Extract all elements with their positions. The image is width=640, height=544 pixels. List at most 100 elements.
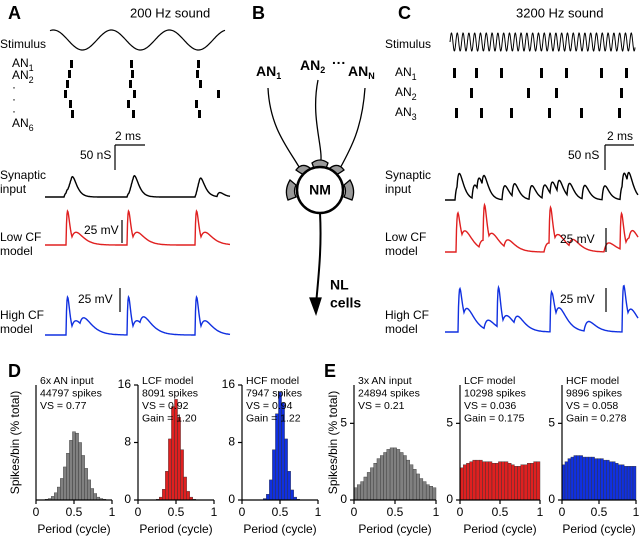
hist-bar xyxy=(485,461,490,501)
row-label: model xyxy=(0,322,33,336)
y-tick-label: 8 xyxy=(124,435,131,449)
hist-bar xyxy=(429,486,433,501)
spike xyxy=(132,110,135,118)
hist-bar xyxy=(626,466,631,501)
panel-title: 200 Hz sound xyxy=(130,5,210,20)
hist-bar xyxy=(623,466,628,501)
axon-an1 xyxy=(267,87,303,173)
y-tick-label: 5 xyxy=(548,416,555,430)
hist-bar xyxy=(585,456,589,501)
chart-title: VS = 0.036 xyxy=(464,400,516,412)
panel-letter: A xyxy=(8,3,21,23)
hist-bar xyxy=(564,461,569,501)
spike xyxy=(129,80,132,88)
hist-bar xyxy=(290,489,294,501)
input-label: ANN xyxy=(348,63,375,82)
hist-bar xyxy=(567,458,572,501)
row-label: AN2 xyxy=(12,68,34,85)
row-label: Stimulus xyxy=(0,37,46,51)
hist-bar xyxy=(90,488,94,501)
hist-bar xyxy=(60,478,64,501)
row-label: Low CF xyxy=(0,230,41,244)
input-label: AN1 xyxy=(256,63,281,82)
x-axis-label: Period (cycle) xyxy=(139,522,212,536)
spike xyxy=(620,88,623,98)
spike xyxy=(455,108,458,118)
panel-title: 3200 Hz sound xyxy=(516,5,603,20)
row-label: · xyxy=(12,92,16,106)
hist-bar xyxy=(180,449,184,501)
label-sub: 2 xyxy=(320,65,325,75)
hist-bar xyxy=(93,493,98,501)
target-label: NL xyxy=(330,277,349,293)
x-tick-label: 1 xyxy=(315,505,322,519)
hist-bar xyxy=(498,461,502,501)
chart-title: VS = 0.058 xyxy=(566,400,618,412)
stimulus-wave xyxy=(449,32,636,52)
x-axis-label: Period (cycle) xyxy=(358,522,431,536)
row-label: Synaptic xyxy=(385,168,431,182)
x-axis-label: Period (cycle) xyxy=(562,522,635,536)
hist-bar xyxy=(615,463,619,501)
spike xyxy=(475,68,478,78)
scale-label: 25 mV xyxy=(78,292,113,306)
hist-bar xyxy=(582,456,586,501)
hist-bar xyxy=(514,466,518,501)
x-tick-label: 0.5 xyxy=(591,505,608,519)
chart-title: 8091 spikes xyxy=(142,387,198,399)
synapse xyxy=(343,179,355,201)
x-tick-label: 0.5 xyxy=(272,505,289,519)
chart-title: LCF model xyxy=(142,375,193,387)
hist-bar xyxy=(406,459,410,501)
chart-title: VS = 0.92 xyxy=(142,400,189,412)
hist-bar xyxy=(533,461,537,501)
row-label: model xyxy=(385,244,418,258)
spike xyxy=(470,88,473,98)
hist-bar xyxy=(87,479,91,501)
high-cf-trace xyxy=(445,284,639,333)
hist-bar xyxy=(177,417,181,501)
spike xyxy=(198,110,201,118)
hist-bar xyxy=(488,461,493,501)
scale-label: 50 nS xyxy=(568,148,599,162)
spike xyxy=(131,70,134,78)
hist-bar xyxy=(393,447,397,501)
y-tick-label: 0 xyxy=(340,492,347,506)
hist-bar xyxy=(386,449,391,501)
hist-bar xyxy=(425,484,430,501)
hist-bar xyxy=(399,452,404,501)
scale-label: 25 mV xyxy=(560,292,595,306)
spike xyxy=(618,108,621,118)
hist-bar xyxy=(403,455,407,501)
hist-bar xyxy=(75,432,79,501)
row-label: AN6 xyxy=(12,116,34,133)
low-cf-trace xyxy=(45,209,230,246)
label-base: AN xyxy=(395,105,412,119)
row-label: Synaptic xyxy=(0,168,46,182)
y-tick-label: 0 xyxy=(228,492,235,506)
hist-bar xyxy=(520,464,525,501)
hist-bar xyxy=(419,478,424,501)
spike xyxy=(555,88,558,98)
row-label: input xyxy=(0,182,27,196)
hist-bar xyxy=(618,464,622,501)
y-tick-label: 5 xyxy=(446,416,453,430)
row-label: model xyxy=(385,322,418,336)
spike xyxy=(196,70,199,78)
spike xyxy=(527,88,530,98)
label-base: AN xyxy=(12,116,29,130)
chart-title: LCF model xyxy=(464,375,515,387)
hist-bar xyxy=(463,464,467,501)
hist-bar xyxy=(466,463,470,501)
input-label: ··· xyxy=(332,55,346,71)
y-axis-label: Spikes/bin (% total) xyxy=(326,391,340,494)
label-base: AN xyxy=(395,85,412,99)
y-tick-label: 0 xyxy=(124,492,131,506)
spike xyxy=(580,108,583,118)
chart-title: HCF model xyxy=(246,375,299,387)
hist-bar xyxy=(432,487,437,501)
scale-label: 25 mV xyxy=(560,232,595,246)
x-tick-label: 1 xyxy=(433,505,440,519)
chart-title: Gain = 0.175 xyxy=(464,412,525,424)
